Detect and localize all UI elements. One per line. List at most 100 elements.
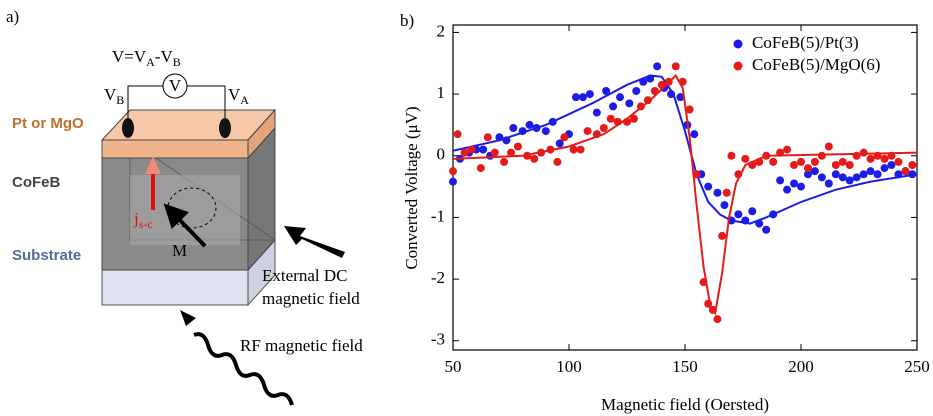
data-point — [585, 90, 594, 99]
data-point — [704, 182, 713, 191]
data-point — [509, 123, 518, 132]
dc-arrow — [284, 226, 345, 258]
data-point — [525, 120, 534, 129]
data-point — [449, 177, 457, 186]
fit-line — [453, 73, 917, 316]
current-head — [145, 156, 161, 174]
label-part: s-c — [139, 217, 153, 231]
data-point — [583, 127, 592, 136]
data-point — [838, 173, 847, 182]
data-point — [727, 151, 736, 160]
data-point — [606, 114, 615, 123]
legend-marker — [733, 39, 743, 49]
panel-a: a) V V=VA-VB VB VA Pt or MgO CoFeB Subst… — [6, 7, 363, 406]
x-tick-label: 100 — [556, 357, 582, 376]
dc-label: External DC — [262, 266, 347, 285]
data-point — [790, 179, 799, 188]
data-point — [797, 182, 805, 191]
data-point — [518, 127, 527, 136]
data-point — [831, 160, 840, 169]
layer-label: Substrate — [12, 247, 81, 264]
wire — [127, 85, 163, 120]
y-axis-label: Converted Voltage (μV) — [402, 106, 421, 269]
data-point — [852, 151, 861, 160]
data-point — [548, 117, 557, 126]
data-point — [636, 102, 645, 111]
data-point — [500, 157, 509, 166]
data-point — [908, 160, 917, 169]
electrode — [219, 118, 231, 138]
data-point — [718, 231, 727, 240]
data-point — [708, 305, 717, 314]
data-point — [632, 86, 641, 95]
data-point — [901, 167, 910, 176]
y-tick-label: 2 — [437, 21, 446, 40]
data-point — [467, 145, 476, 154]
data-point — [569, 145, 578, 154]
dc-label: magnetic field — [262, 289, 360, 308]
data-point — [507, 148, 515, 157]
rf-head — [180, 310, 196, 326]
data-point — [908, 170, 917, 179]
data-point — [476, 164, 485, 173]
data-point — [523, 151, 532, 160]
data-point — [803, 170, 812, 179]
data-point — [873, 151, 882, 160]
data-point — [449, 167, 457, 176]
voltmeter — [162, 73, 188, 99]
formula-part: -V — [155, 47, 174, 66]
data-point — [592, 108, 601, 117]
data-point — [713, 315, 722, 324]
data-point — [616, 93, 625, 102]
data-point — [741, 216, 750, 225]
data-point — [887, 160, 896, 169]
layer-label: CoFeB — [12, 174, 61, 191]
data-point — [713, 188, 722, 197]
data-point — [776, 148, 785, 157]
data-point — [769, 157, 778, 166]
data-point — [571, 93, 580, 102]
x-tick-label: 200 — [788, 357, 814, 376]
data-point — [513, 142, 522, 151]
data-point — [690, 130, 699, 139]
rf-wave — [193, 332, 294, 406]
data-point — [692, 170, 701, 179]
electrode-label: VB — [104, 85, 124, 107]
data-point — [803, 164, 812, 173]
data-point — [625, 99, 634, 108]
y-tick-label: -1 — [431, 206, 445, 225]
data-point — [479, 145, 488, 154]
data-point — [797, 157, 805, 166]
y-tick-label: -2 — [431, 268, 445, 287]
data-point — [685, 105, 694, 114]
data-point — [599, 123, 608, 132]
legend-label: CoFeB(5)/MgO(6) — [752, 55, 880, 74]
data-point — [704, 299, 713, 308]
current-label: js-c — [133, 209, 153, 231]
data-point — [490, 148, 499, 157]
data-point — [664, 77, 673, 86]
data-point — [671, 62, 680, 71]
data-point — [537, 148, 546, 157]
data-point — [699, 278, 708, 287]
data-point — [762, 151, 771, 160]
y-tick-label: 0 — [437, 145, 446, 164]
data-point — [650, 86, 659, 95]
label-part: B — [116, 93, 124, 107]
data-point — [810, 167, 819, 176]
data-point — [852, 173, 861, 182]
panel-label: a) — [6, 7, 19, 26]
data-point — [734, 210, 743, 219]
data-point — [623, 117, 631, 126]
m-label: M — [172, 241, 187, 260]
meter-label: V — [169, 76, 182, 95]
rf-label: RF magnetic field — [240, 336, 363, 355]
data-point — [748, 160, 757, 169]
data-point — [592, 130, 601, 139]
data-point — [824, 142, 833, 151]
data-point — [555, 139, 564, 148]
formula: V=VA-VB — [112, 47, 181, 69]
formula-part: V=V — [112, 47, 147, 66]
data-point — [602, 86, 611, 95]
m-arrow — [163, 203, 207, 248]
